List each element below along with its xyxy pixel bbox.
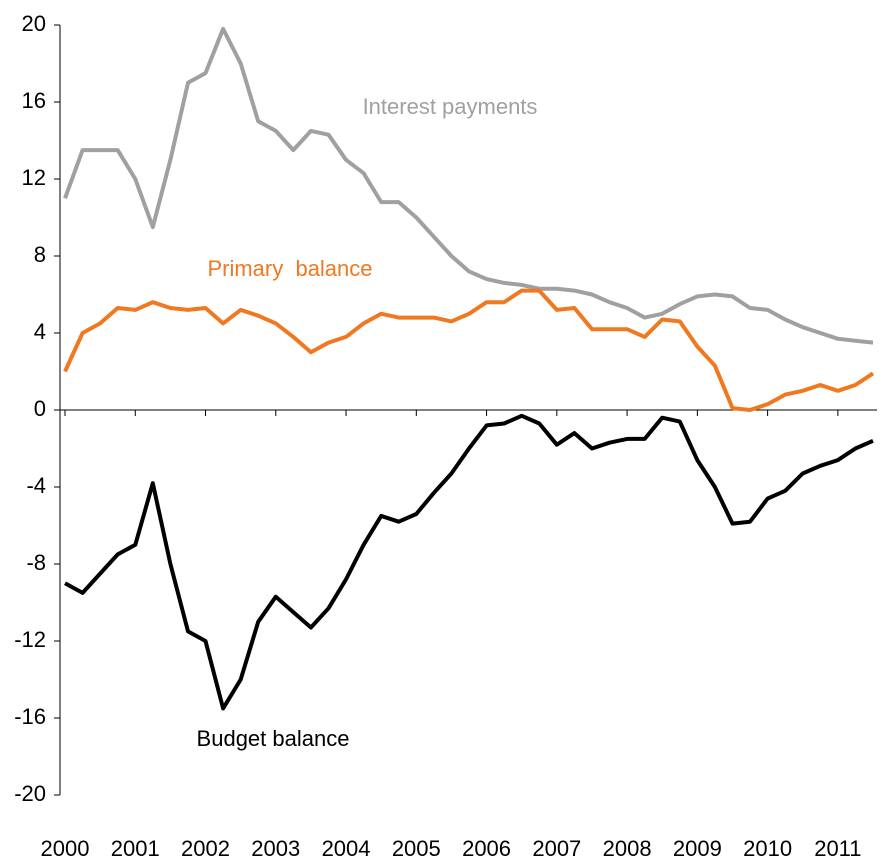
y-tick-label: 0: [34, 396, 46, 421]
x-tick-label: 2002: [181, 836, 230, 861]
x-tick-label: 2006: [462, 836, 511, 861]
series-label: Primary balance: [207, 256, 372, 281]
y-tick-label: 12: [22, 165, 46, 190]
x-tick-label: 2009: [673, 836, 722, 861]
series-label: Budget balance: [197, 726, 350, 751]
line-series: [63, 26, 874, 345]
x-tick-label: 2001: [111, 836, 160, 861]
y-tick-label: -16: [14, 704, 46, 729]
x-tick-label: 2000: [41, 836, 90, 861]
y-tick-label: 20: [22, 11, 46, 36]
x-tick-label: 2005: [392, 836, 441, 861]
x-tick-label: 2011: [814, 836, 861, 861]
x-tick-label: 2003: [251, 836, 300, 861]
y-tick-label: -8: [26, 550, 46, 575]
y-tick-label: -4: [26, 473, 46, 498]
x-tick-label: 2007: [532, 836, 581, 861]
y-tick-label: -12: [14, 627, 46, 652]
y-tick-label: 8: [34, 242, 46, 267]
y-tick-label: -20: [14, 781, 46, 806]
y-tick-label: 16: [22, 88, 46, 113]
y-tick-label: 4: [34, 319, 46, 344]
x-tick-label: 2004: [322, 836, 371, 861]
x-tick-label: 2008: [603, 836, 652, 861]
series-label: Interest payments: [363, 94, 538, 119]
line-series: [63, 288, 875, 412]
line-series: [64, 413, 874, 711]
x-tick-label: 2010: [743, 836, 792, 861]
